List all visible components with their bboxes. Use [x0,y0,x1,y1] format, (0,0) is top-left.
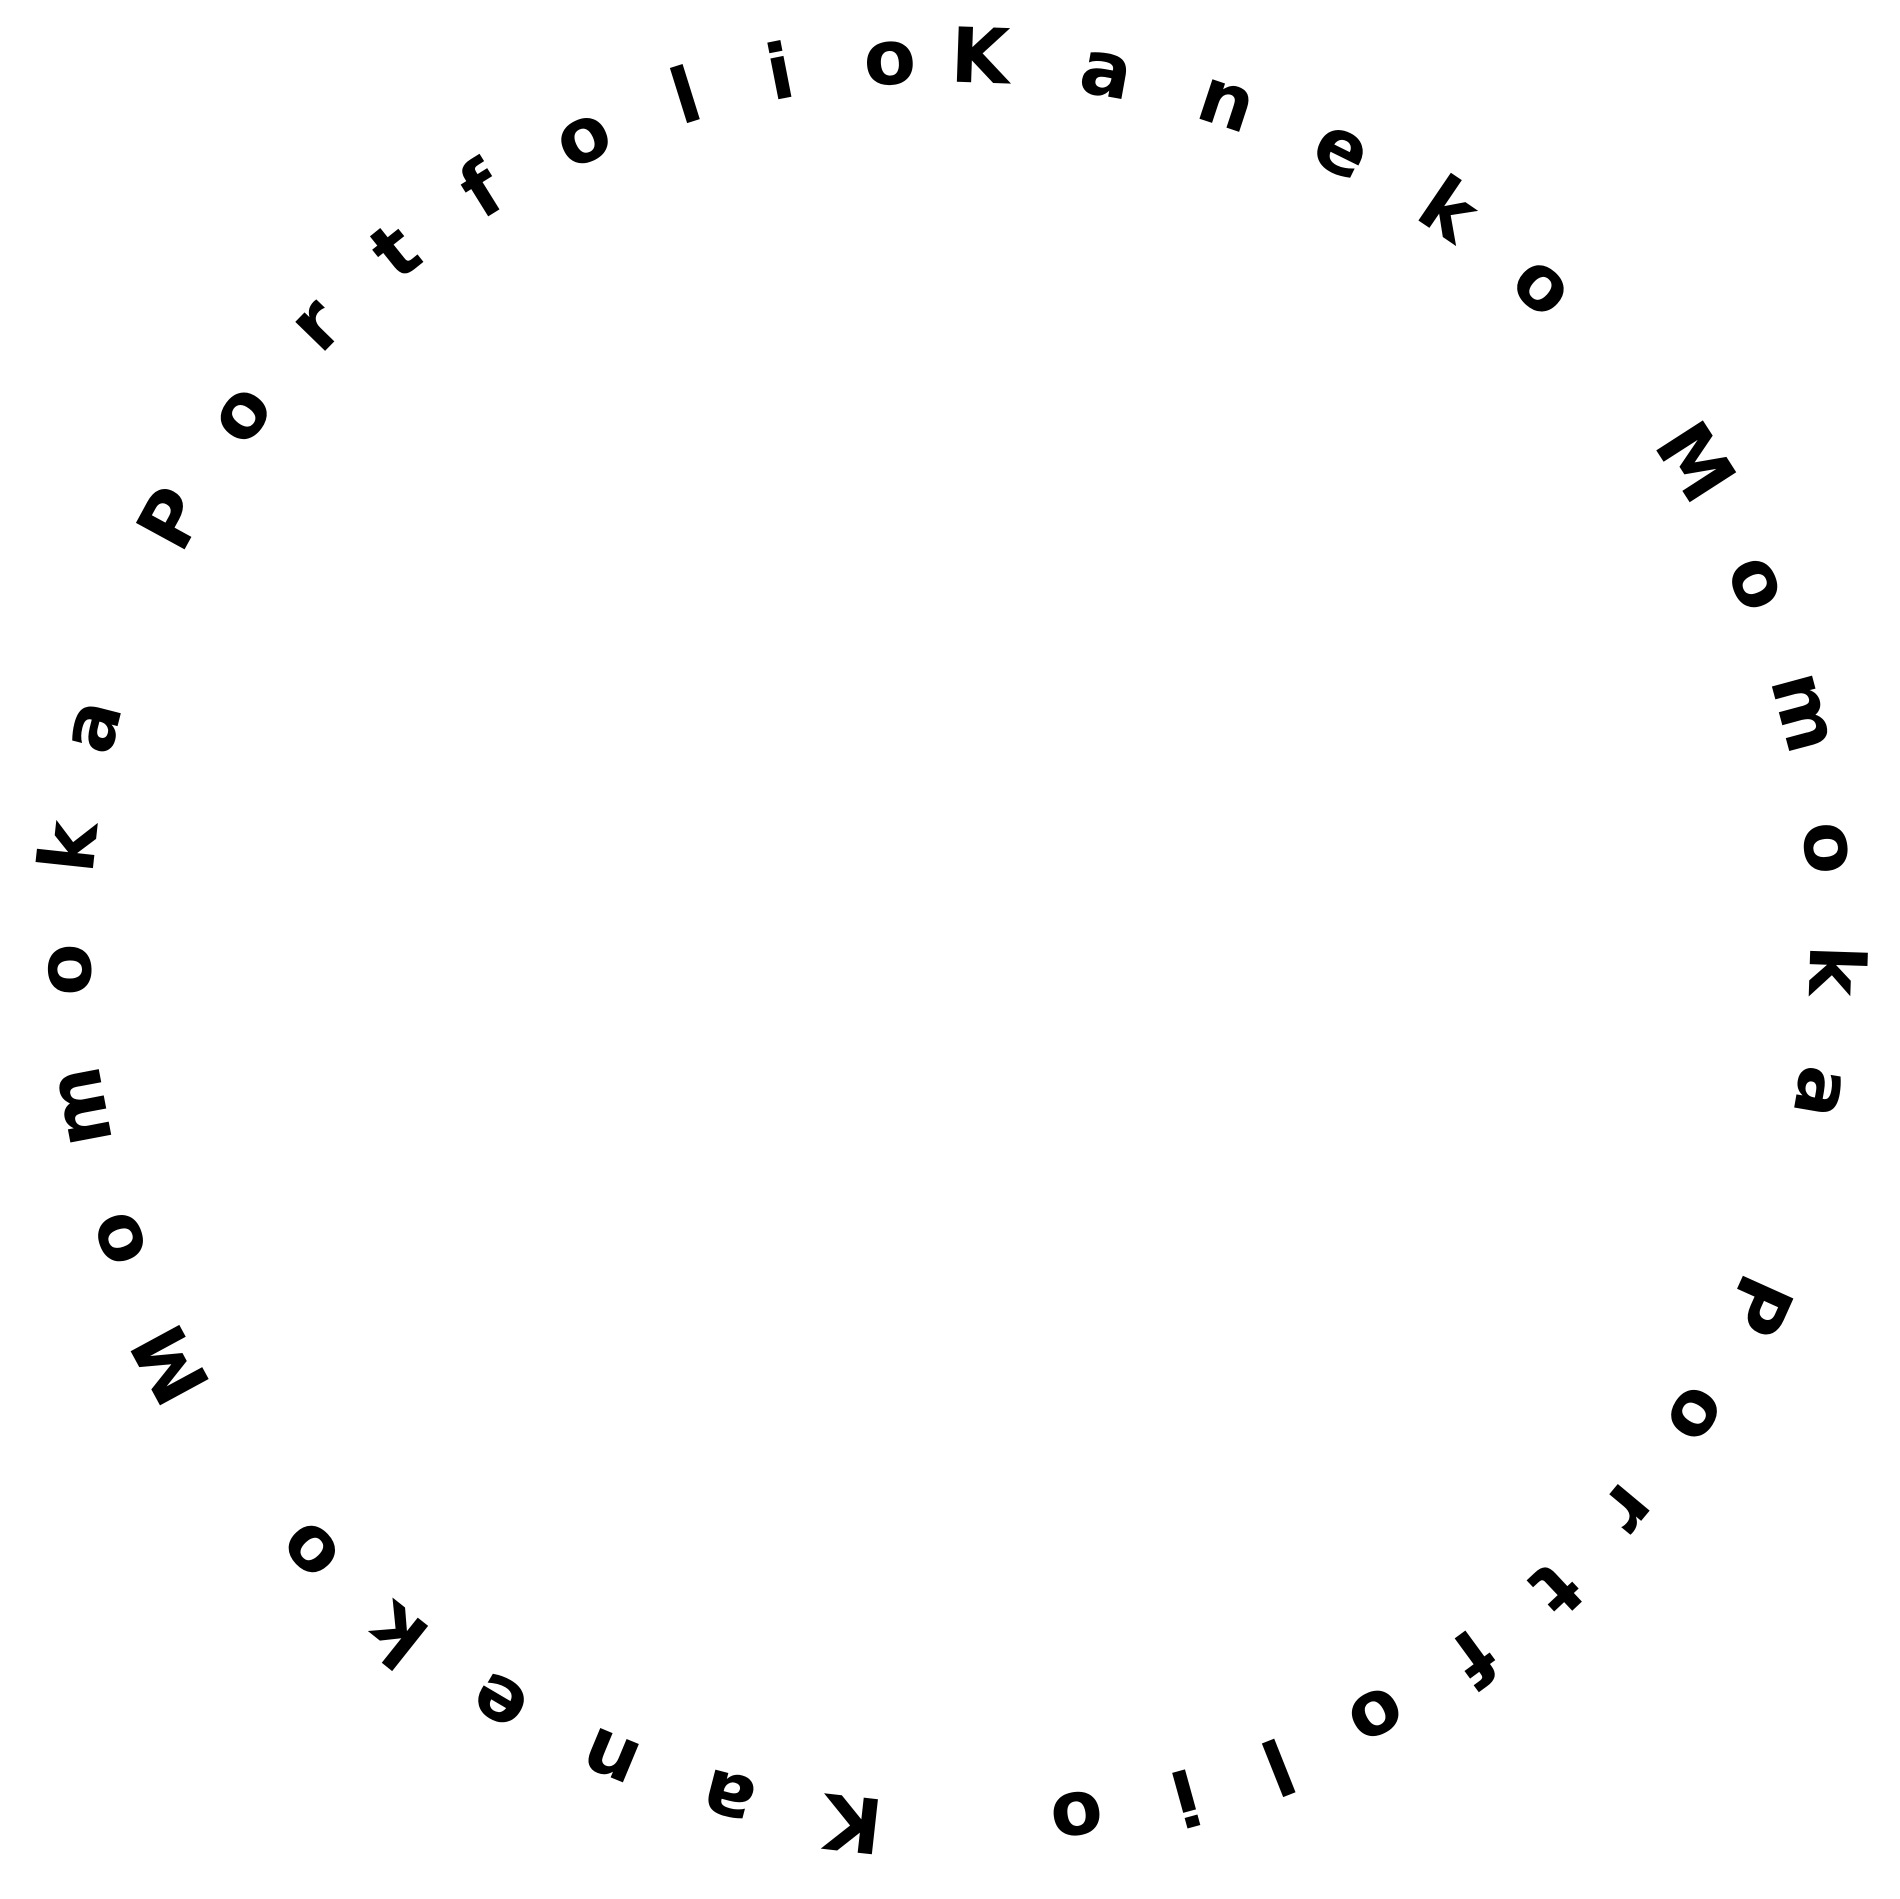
circular-text: Kaneko Momoka Portfolio Kaneko Momoka Po… [19,11,1882,1874]
circular-text-path: Kaneko Momoka Portfolio Kaneko Momoka Po… [19,11,1882,1874]
